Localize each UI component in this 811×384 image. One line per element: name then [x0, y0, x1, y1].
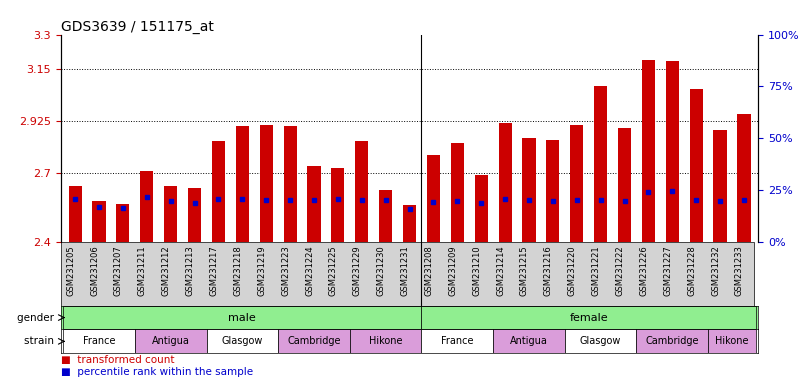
- Bar: [63, 306, 422, 329]
- Text: GSM231220: GSM231220: [568, 245, 577, 296]
- Text: male: male: [229, 313, 256, 323]
- Text: ■  transformed count: ■ transformed count: [61, 355, 174, 365]
- Text: GSM231231: GSM231231: [401, 245, 410, 296]
- Text: Cambridge: Cambridge: [287, 336, 341, 346]
- Bar: [379, 190, 393, 242]
- Bar: [140, 171, 153, 242]
- Text: gender: gender: [16, 313, 57, 323]
- Text: GSM231232: GSM231232: [711, 245, 720, 296]
- Bar: [499, 123, 512, 242]
- Bar: [474, 175, 487, 242]
- Bar: [570, 124, 583, 242]
- Text: GSM231222: GSM231222: [616, 245, 624, 296]
- Bar: [69, 186, 82, 242]
- Bar: [427, 155, 440, 242]
- Bar: [493, 329, 564, 353]
- Bar: [522, 138, 535, 242]
- Text: GSM231226: GSM231226: [639, 245, 649, 296]
- Bar: [278, 329, 350, 353]
- Text: GSM231221: GSM231221: [592, 245, 601, 296]
- Bar: [332, 169, 345, 242]
- Text: Cambridge: Cambridge: [646, 336, 699, 346]
- Bar: [564, 329, 637, 353]
- Bar: [637, 329, 708, 353]
- Text: GSM231217: GSM231217: [209, 245, 218, 296]
- Bar: [350, 329, 422, 353]
- Text: GSM231214: GSM231214: [496, 245, 505, 296]
- Text: GSM231205: GSM231205: [67, 245, 75, 296]
- Bar: [355, 141, 368, 242]
- Text: GSM231218: GSM231218: [234, 245, 242, 296]
- Bar: [451, 143, 464, 242]
- Text: GSM231206: GSM231206: [90, 245, 99, 296]
- Text: GSM231207: GSM231207: [114, 245, 123, 296]
- Text: Glasgow: Glasgow: [580, 336, 621, 346]
- Bar: [207, 329, 278, 353]
- Text: GSM231213: GSM231213: [186, 245, 195, 296]
- Bar: [164, 186, 178, 242]
- Bar: [689, 89, 703, 242]
- Bar: [135, 329, 207, 353]
- Text: GSM231212: GSM231212: [161, 245, 170, 296]
- Text: GSM231229: GSM231229: [353, 245, 362, 296]
- Bar: [737, 114, 750, 242]
- Bar: [618, 128, 631, 242]
- Bar: [92, 201, 105, 242]
- Bar: [63, 329, 135, 353]
- Bar: [422, 306, 756, 329]
- Text: France: France: [441, 336, 474, 346]
- Bar: [666, 61, 679, 242]
- Bar: [714, 130, 727, 242]
- Text: ■  percentile rank within the sample: ■ percentile rank within the sample: [61, 367, 253, 377]
- Text: GSM231227: GSM231227: [663, 245, 672, 296]
- Text: GSM231230: GSM231230: [376, 245, 386, 296]
- Bar: [188, 188, 201, 242]
- Bar: [422, 329, 493, 353]
- Bar: [403, 205, 416, 242]
- Text: GSM231224: GSM231224: [305, 245, 314, 296]
- Text: GSM231225: GSM231225: [329, 245, 338, 296]
- Text: GSM231209: GSM231209: [448, 245, 457, 296]
- Text: GSM231210: GSM231210: [472, 245, 481, 296]
- Text: GSM231228: GSM231228: [687, 245, 696, 296]
- Text: GSM231216: GSM231216: [544, 245, 553, 296]
- Bar: [236, 126, 249, 242]
- Text: GSM231223: GSM231223: [281, 245, 290, 296]
- Text: female: female: [569, 313, 608, 323]
- Text: GSM231208: GSM231208: [424, 245, 433, 296]
- Text: Hikone: Hikone: [715, 336, 749, 346]
- Text: GSM231215: GSM231215: [520, 245, 529, 296]
- Text: France: France: [83, 336, 115, 346]
- Text: Antigua: Antigua: [152, 336, 190, 346]
- Bar: [260, 124, 272, 242]
- Text: GDS3639 / 151175_at: GDS3639 / 151175_at: [61, 20, 214, 33]
- Text: Glasgow: Glasgow: [221, 336, 263, 346]
- Text: Hikone: Hikone: [369, 336, 402, 346]
- Text: GSM231211: GSM231211: [138, 245, 147, 296]
- Text: Antigua: Antigua: [510, 336, 548, 346]
- Bar: [594, 86, 607, 242]
- Text: strain: strain: [24, 336, 57, 346]
- Bar: [642, 60, 655, 242]
- Bar: [116, 204, 130, 242]
- Text: GSM231219: GSM231219: [257, 245, 266, 296]
- Bar: [547, 140, 560, 242]
- Bar: [212, 141, 225, 242]
- Bar: [708, 329, 756, 353]
- Bar: [284, 126, 297, 242]
- Text: GSM231233: GSM231233: [735, 245, 744, 296]
- Bar: [307, 166, 320, 242]
